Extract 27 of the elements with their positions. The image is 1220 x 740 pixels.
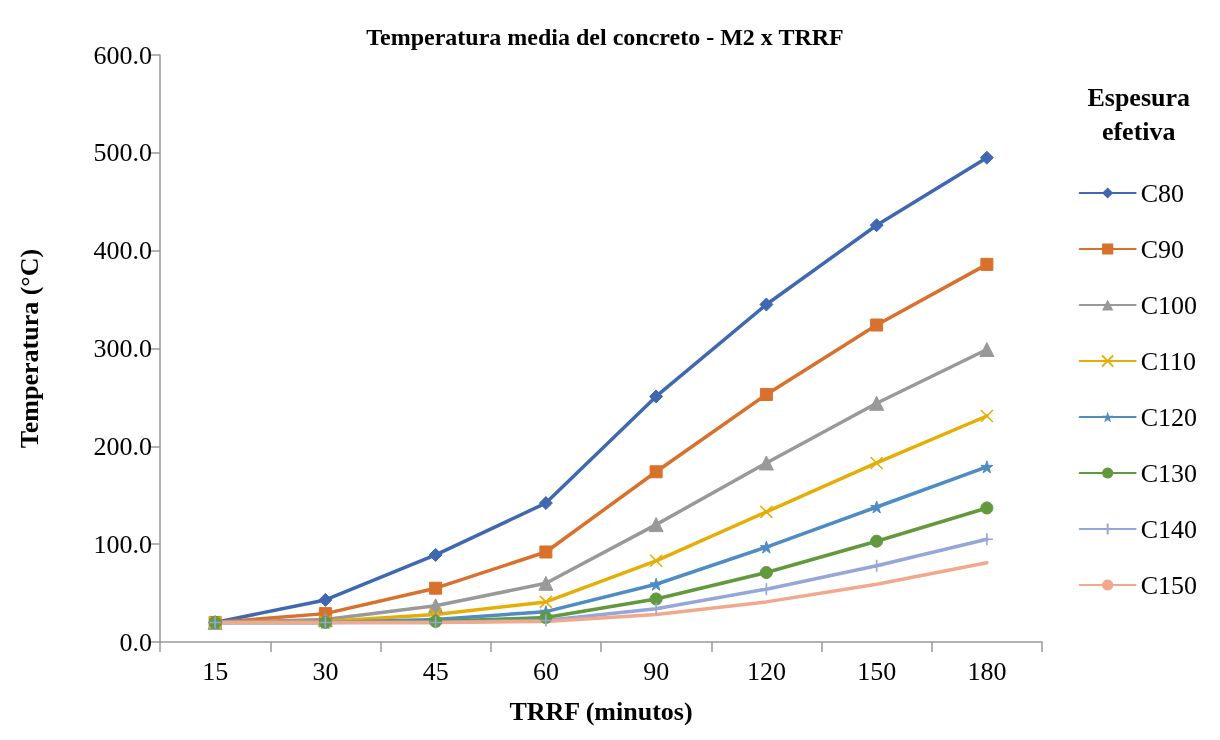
legend-label: C120 xyxy=(1140,402,1197,432)
x-tick-label: 120 xyxy=(746,656,786,686)
x-tick-label: 90 xyxy=(643,656,670,686)
y-tick-label: 300.0 xyxy=(93,334,152,363)
legend-title: Espesura efetiva xyxy=(1087,82,1190,146)
legend-label: C100 xyxy=(1140,290,1197,320)
y-tick-label: 400.0 xyxy=(93,236,152,266)
x-tick-label: 45 xyxy=(422,656,449,686)
legend-label: C130 xyxy=(1140,458,1197,488)
y-tick-label: 200.0 xyxy=(93,431,152,461)
y-axis-title: Temperatura (°C) xyxy=(14,248,44,449)
y-tick-label: 100.0 xyxy=(93,529,152,559)
x-tick-label: 150 xyxy=(857,656,897,686)
y-tick-label: 500.0 xyxy=(93,138,152,168)
chart-title: Temperatura media del concreto - M2 x TRRF xyxy=(366,24,844,50)
legend-label: C150 xyxy=(1140,570,1197,600)
y-tick-label: 600.0 xyxy=(93,40,152,70)
y-tick-label: 0.0 xyxy=(119,627,152,657)
legend-label: C80 xyxy=(1140,178,1184,208)
x-axis-title: TRRF (minutos) xyxy=(509,696,693,726)
x-tick-label: 30 xyxy=(312,656,339,686)
legend-label: C110 xyxy=(1140,346,1197,376)
x-tick-label: 60 xyxy=(532,656,559,686)
legend-label: C90 xyxy=(1140,234,1184,264)
x-tick-label: 180 xyxy=(967,656,1007,686)
x-tick-label: 15 xyxy=(202,656,229,686)
legend-label: C140 xyxy=(1140,514,1197,544)
